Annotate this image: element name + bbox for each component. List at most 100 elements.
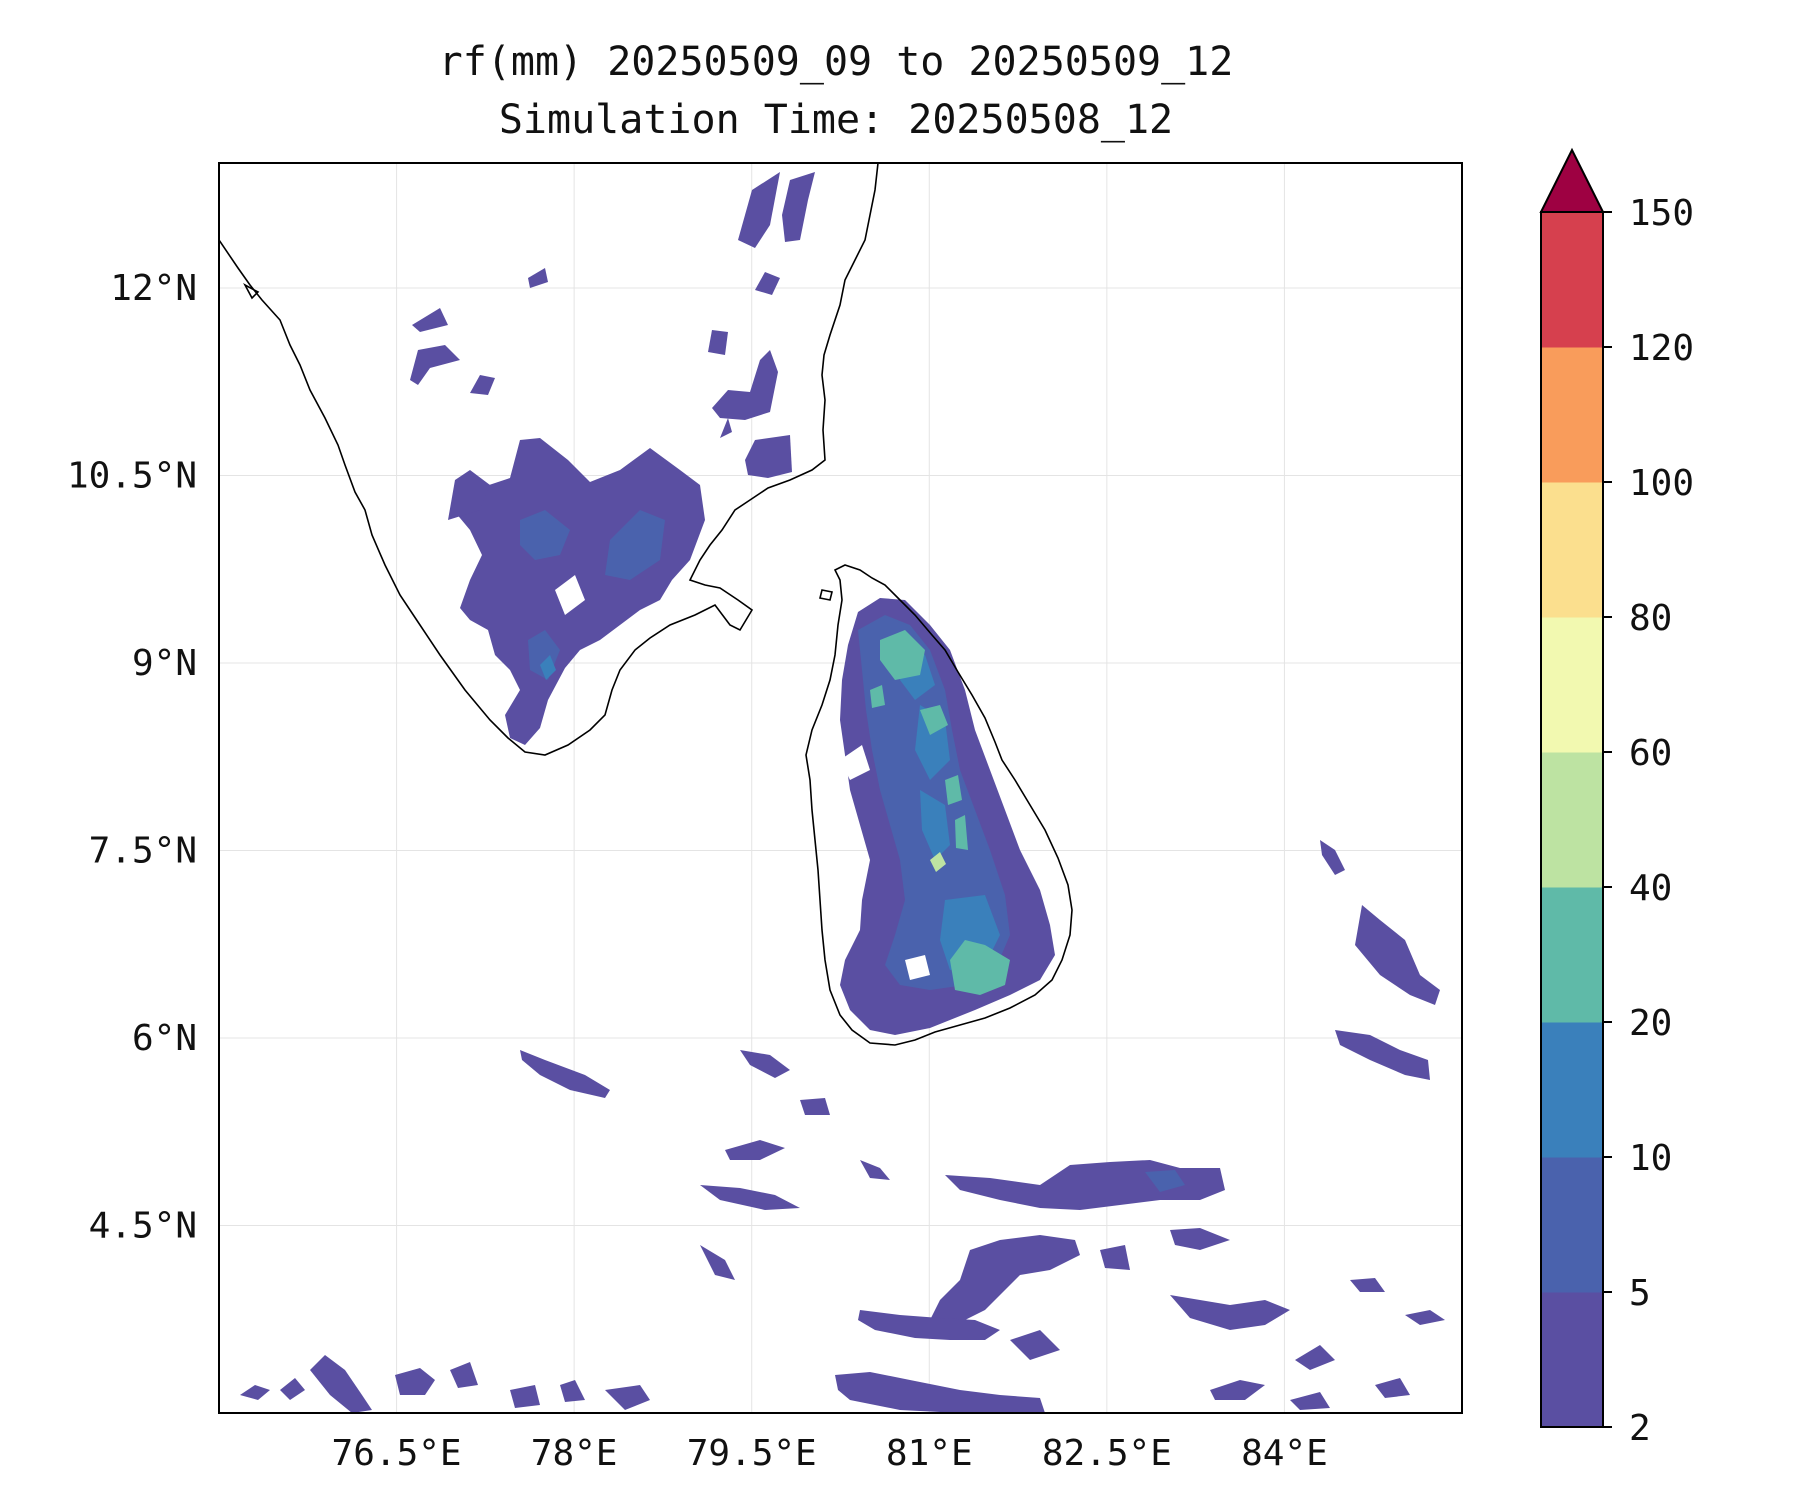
rain-patch [1290,1392,1330,1410]
colorbar-tick-label: 100 [1629,463,1694,504]
rain-patch [1145,1170,1185,1192]
colorbar-segment [1541,347,1603,483]
colorbar-frame [1540,211,1604,1428]
rain-patch [860,1160,890,1180]
rain-patch [840,745,870,780]
rain-patch [1170,1228,1230,1250]
rain-patch [560,1380,585,1402]
rain-patch [1295,1345,1335,1370]
x-tick-label: 79.5°E [687,1433,817,1474]
rain-patch [738,172,780,248]
rain-patch [1375,1378,1410,1398]
rain-patch [520,1050,610,1098]
rain-patch [448,470,490,520]
coastline-islet [243,283,260,300]
rain-patch [410,345,460,385]
rain-patch [905,955,930,980]
rain-patch [870,685,885,708]
rain-patch [858,1310,1000,1340]
title-line-2: Simulation Time: 20250508_12 [499,97,1173,143]
rain-patch [528,268,548,288]
colorbar-tick-label: 60 [1629,733,1672,774]
rain-patch [745,435,792,478]
rain-patch [920,705,948,735]
x-axis: 76.5°E 78°E 79.5°E 81°E 82.5°E 84°E [332,1433,1328,1474]
x-tick-label: 84°E [1241,1433,1328,1474]
rain-patch [740,1050,790,1078]
rain-patch [450,1362,478,1388]
rain-patch [280,1378,305,1400]
rain-patch [555,575,585,615]
colorbar-segment [1541,212,1603,348]
rain-patch [835,1372,1045,1413]
coastline-islet [819,589,833,601]
rain-patch [1100,1245,1130,1270]
y-axis: 12°N 10.5°N 9°N 7.5°N 6°N 4.5°N [67,268,197,1247]
rain-patch [920,790,950,860]
rain-patch [725,1140,785,1160]
colorbar-tick-label: 20 [1629,1003,1672,1044]
rain-patch [700,1185,800,1210]
rainfall-field [240,172,1445,1413]
colorbar-extend-arrow [1539,147,1605,213]
y-tick-label: 4.5°N [89,1206,197,1247]
rain-patch [395,1368,435,1395]
rain-patch [240,1385,270,1400]
colorbar-tick-label: 120 [1629,328,1694,369]
rain-patch [712,350,778,420]
rain-patch [520,510,570,560]
y-tick-label: 10.5°N [67,456,197,497]
coastline-sri-lanka [805,564,1073,1046]
x-tick-label: 76.5°E [332,1433,462,1474]
colorbar-tick-label: 5 [1629,1273,1651,1314]
colorbar-segment [1541,887,1603,1023]
y-tick-label: 9°N [132,643,197,684]
colorbar-segment [1541,752,1603,888]
rain-patch [605,1385,650,1410]
rain-patch [1010,1330,1060,1360]
colorbar-segment [1541,1292,1603,1428]
colorbar-segment [1541,1157,1603,1293]
rain-patch [700,1245,735,1280]
x-tick-label: 81°E [886,1433,973,1474]
rain-patch [1210,1380,1265,1400]
rain-patch [880,630,925,680]
colorbar-segment [1541,1022,1603,1158]
rain-patch [950,940,1010,995]
colorbar-tick-label: 10 [1629,1138,1672,1179]
rain-patch [945,775,962,805]
y-tick-label: 6°N [132,1018,197,1059]
rain-patch [720,418,732,438]
rain-patch [782,172,815,242]
colorbar-tick-label: 80 [1629,598,1672,639]
coastline [219,163,1073,1046]
rain-patch [470,375,495,395]
gridlines [219,163,1462,1413]
rain-patch [412,308,448,332]
rain-patch [1355,905,1440,1005]
rain-patch [930,1235,1080,1325]
y-tick-label: 7.5°N [89,831,197,872]
y-tick-label: 12°N [110,268,197,309]
rain-patch [1350,1278,1385,1292]
rain-patch [755,272,780,295]
colorbar: 2 5 10 20 40 60 80 100 120 150 [1539,147,1694,1449]
x-tick-label: 78°E [531,1433,618,1474]
rain-patch [1335,1030,1430,1080]
rain-patch [310,1355,372,1413]
rain-patch [708,330,728,355]
title-line-1: rf(mm) 20250509_09 to 20250509_12 [439,39,1234,85]
rain-patch [800,1098,830,1115]
x-tick-label: 82.5°E [1042,1433,1172,1474]
rain-patch [955,815,968,850]
rain-patch [1405,1310,1445,1325]
colorbar-segment [1541,617,1603,753]
rain-patch [1320,840,1345,875]
coastline-india [219,163,879,756]
colorbar-tick-label: 150 [1629,193,1694,234]
rain-patch [510,1385,540,1408]
map-frame [218,162,1463,1414]
rain-patch [930,852,946,872]
